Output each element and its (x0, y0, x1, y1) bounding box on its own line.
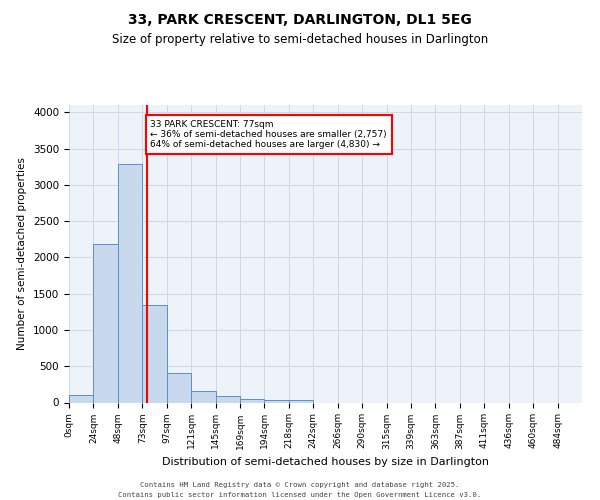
Text: 33, PARK CRESCENT, DARLINGTON, DL1 5EG: 33, PARK CRESCENT, DARLINGTON, DL1 5EG (128, 12, 472, 26)
Bar (167, 373, 191, 402)
Bar (142, 306, 167, 402)
Bar (118, 164, 142, 402)
Bar (215, 396, 240, 402)
Bar (265, 400, 289, 402)
Bar (240, 399, 265, 402)
Bar (191, 392, 215, 402)
Text: 33 PARK CRESCENT: 77sqm
← 36% of semi-detached houses are smaller (2,757)
64% of: 33 PARK CRESCENT: 77sqm ← 36% of semi-de… (151, 120, 387, 150)
Bar (69, 395, 94, 402)
Bar (94, 244, 118, 402)
X-axis label: Distribution of semi-detached houses by size in Darlington: Distribution of semi-detached houses by … (162, 457, 489, 467)
Text: Size of property relative to semi-detached houses in Darlington: Size of property relative to semi-detach… (112, 32, 488, 46)
Y-axis label: Number of semi-detached properties: Number of semi-detached properties (17, 158, 28, 350)
Text: Contains HM Land Registry data © Crown copyright and database right 2025.
Contai: Contains HM Land Registry data © Crown c… (118, 482, 482, 498)
Bar (289, 400, 313, 402)
